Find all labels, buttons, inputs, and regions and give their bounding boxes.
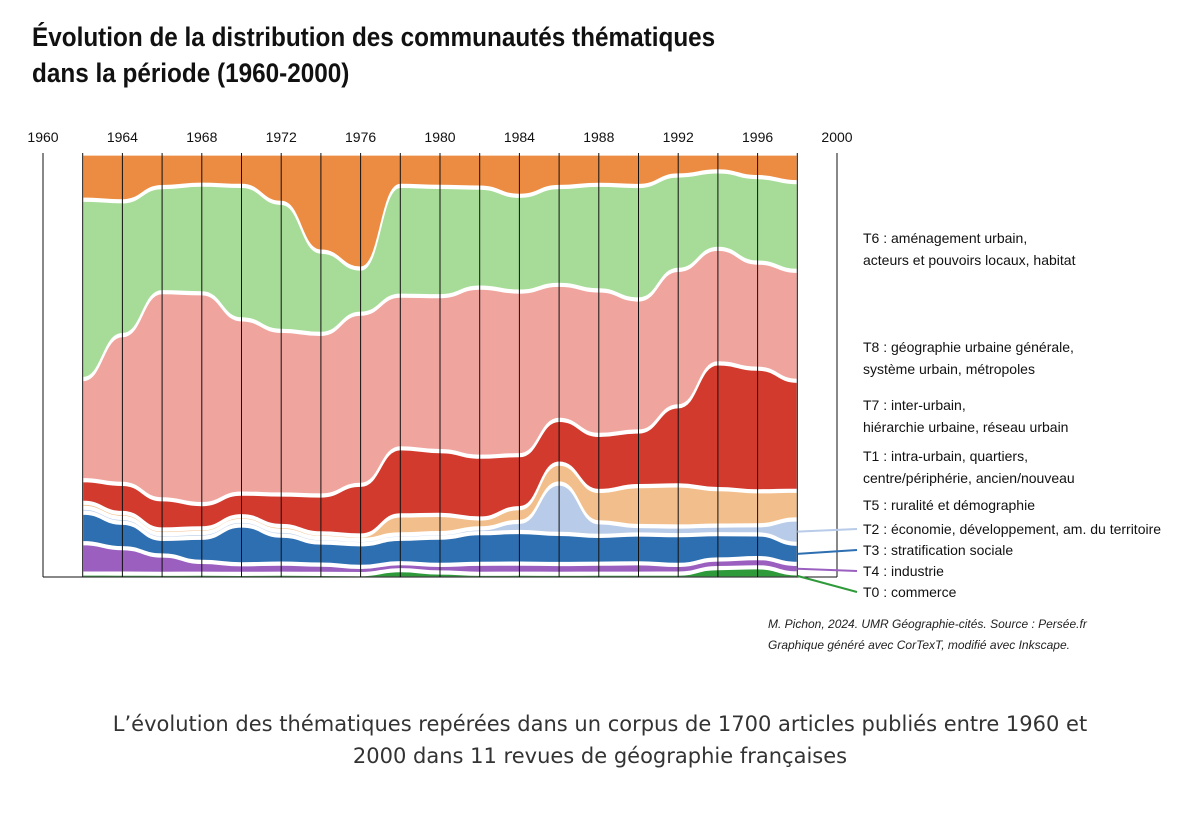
legend-connector-t2 <box>797 528 858 533</box>
x-tick-label: 1964 <box>107 129 138 145</box>
legend-connector-t3 <box>797 549 858 555</box>
chart-title-line-1: Évolution de la distribution des communa… <box>32 22 716 52</box>
x-tick-label: 1972 <box>266 129 297 145</box>
legend-label-t8: T8 : géographie urbaine générale, <box>863 339 1074 355</box>
legend-label-t1: T1 : intra-urbain, quartiers, <box>863 448 1028 464</box>
x-tick-label: 1992 <box>663 129 694 145</box>
legend-label-t3: T3 : stratification sociale <box>863 542 1013 558</box>
x-tick-label: 1980 <box>424 129 455 145</box>
legend-label-t7-line2: hiérarchie urbaine, réseau urbain <box>863 419 1068 435</box>
legend-label-t5: T5 : ruralité et démographie <box>863 497 1035 513</box>
x-tick-label: 1988 <box>583 129 614 145</box>
year-gridlines <box>42 153 838 578</box>
legend-label-t1-line2: centre/périphérie, ancien/nouveau <box>863 470 1075 486</box>
source-note-line-1: M. Pichon, 2024. UMR Géographie-cités. S… <box>768 617 1087 631</box>
legend-label-t8-line2: système urbain, métropoles <box>863 361 1035 377</box>
stream-t6 <box>82 154 798 268</box>
legend-connector-t0 <box>797 574 858 593</box>
x-tick-label: 1968 <box>186 129 217 145</box>
legend-label-t2: T2 : économie, développement, am. du ter… <box>863 521 1161 537</box>
source-note-line-2: Graphique généré avec CorTexT, modifié a… <box>768 638 1070 652</box>
x-tick-label: 2000 <box>821 129 852 145</box>
legend-label-t4: T4 : industrie <box>863 563 944 579</box>
figure-caption-line-2: 2000 dans 11 revues de géographie frança… <box>352 744 848 768</box>
x-tick-label: 1984 <box>504 129 535 145</box>
x-tick-label: 1996 <box>742 129 773 145</box>
legend: T0 : commerce T4 : industrie T3 : stratifi… <box>797 230 1161 600</box>
figure-caption-line-1: L’évolution des thématiques repérées dan… <box>112 712 1088 736</box>
x-tick-label: 1976 <box>345 129 376 145</box>
legend-label-t0: T0 : commerce <box>863 584 957 600</box>
x-tick-label: 1960 <box>27 129 58 145</box>
year-tick-labels: 1960 1964 1968 1972 1976 1980 1984 1988 1992 1996… <box>27 129 852 145</box>
legend-connector-t4 <box>797 567 858 572</box>
chart-title-line-2: dans la période (1960-2000) <box>32 58 350 88</box>
legend-label-t6-line2: acteurs et pouvoirs locaux, habitat <box>863 252 1076 268</box>
legend-label-t7: T7 : inter-urbain, <box>863 397 966 413</box>
legend-label-t6: T6 : aménagement urbain, <box>863 230 1027 246</box>
